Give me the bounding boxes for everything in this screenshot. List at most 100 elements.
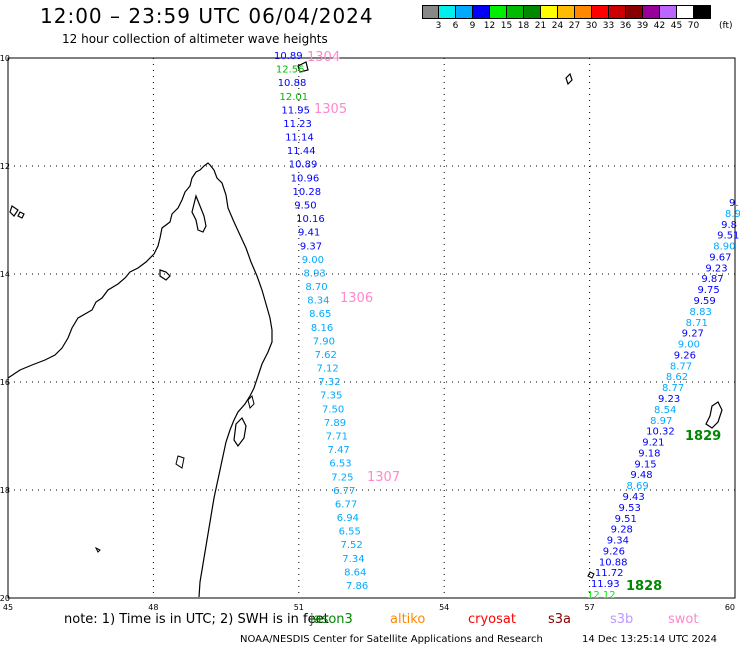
colorbar-label: 33 <box>602 21 615 31</box>
colorbar-label: 18 <box>517 21 530 31</box>
swh-value-label: 7.47 <box>328 445 350 456</box>
swh-value-label: 9.48 <box>630 470 652 481</box>
map-subtitle: 12 hour collection of altimeter wave hei… <box>62 32 328 46</box>
swh-value-label: 12.56 <box>276 65 305 76</box>
swh-value-label: 7.35 <box>320 391 342 402</box>
island-reunion <box>705 401 723 429</box>
swh-value-label: 8.70 <box>305 282 327 293</box>
lat-tick-label: -14 <box>0 270 10 279</box>
colorbar-unit: (ft) <box>719 21 733 31</box>
mission-legend-item: swot <box>668 612 699 627</box>
swh-value-label: 9.51 <box>717 231 739 242</box>
swh-value-label: 7.32 <box>318 377 340 388</box>
colorbar-label: 30 <box>585 21 598 31</box>
swh-value-label: 8.71 <box>686 318 708 329</box>
swh-value-label: 9.27 <box>682 329 704 340</box>
swh-value-label: 9.53 <box>619 503 641 514</box>
swh-value-label: 9.50 <box>294 200 316 211</box>
swh-value-label: 8.83 <box>690 307 712 318</box>
map-frame <box>7 57 736 599</box>
footnote: note: 1) Time is in UTC; 2) SWH is in fe… <box>64 612 329 627</box>
lon-tick-label: 51 <box>294 603 304 612</box>
colorbar-label: 12 <box>483 21 496 31</box>
swh-value-label: 8.93 <box>304 268 326 279</box>
mission-legend-item: s3b <box>610 612 634 627</box>
footer-credit: NOAA/NESDIS Center for Satellite Applica… <box>240 634 543 645</box>
colorbar-swatch <box>558 5 575 19</box>
swh-value-label: 8.16 <box>311 323 333 334</box>
swh-value-label: 8.77 <box>662 383 684 394</box>
swh-value-label: 8.9 <box>725 209 740 220</box>
swh-value-label: 9.18 <box>638 448 660 459</box>
colorbar-swatch <box>541 5 558 19</box>
swh-value-label: 12.01 <box>280 92 309 103</box>
altimeter-track-b: 9.8.99.89.518.909.679.239.879.759.598.83… <box>587 198 740 601</box>
colorbar-label: 27 <box>568 21 581 31</box>
swh-value-label: 7.52 <box>340 540 362 551</box>
lat-tick-label: -18 <box>0 486 10 495</box>
lat-tick-label: -20 <box>0 594 10 603</box>
swh-value-label: 9.26 <box>603 546 625 557</box>
mission-legend-item: s3a <box>548 612 572 627</box>
colorbar-label: 9 <box>469 21 476 31</box>
swh-value-label: 11.23 <box>283 119 312 130</box>
swh-value-label: 7.50 <box>322 404 344 415</box>
footer-date: 14 Dec 13:25:14 UTC 2024 <box>582 634 717 645</box>
swh-value-label: 11.72 <box>595 568 624 579</box>
swh-value-label: 9.23 <box>705 263 727 274</box>
track-time-label: 1306 <box>340 291 373 306</box>
track-time-label: 1307 <box>367 470 400 485</box>
colorbar-swatch <box>677 5 694 19</box>
colorbar-label: 45 <box>670 21 683 31</box>
colorbar-label: 39 <box>636 21 649 31</box>
swh-value-label: 9. <box>729 198 739 209</box>
swh-value-label: 7.71 <box>326 432 348 443</box>
swh-value-label: 9.51 <box>615 514 637 525</box>
swh-value-label: 7.89 <box>324 418 346 429</box>
mission-legend-item: jason3 <box>310 612 353 627</box>
colorbar-swatch <box>626 5 643 19</box>
swh-value-label: 8.54 <box>654 405 676 416</box>
swh-value-label: 11.14 <box>285 133 314 144</box>
colorbar-swatch <box>592 5 609 19</box>
colorbar-label: 3 <box>435 21 442 31</box>
swh-value-label: 10.88 <box>278 78 307 89</box>
swh-value-label: 10.32 <box>646 427 675 438</box>
island-mauritius <box>587 571 595 579</box>
colorbar-labels: 3 6 9 12 15 18 21 24 27 30 33 36 39 42 45 70 <box>422 21 702 31</box>
swh-value-label: 6.77 <box>335 499 357 510</box>
swh-value-label: 11.93 <box>591 579 620 590</box>
colorbar-swatch <box>643 5 660 19</box>
map-grid <box>8 58 735 598</box>
swh-value-label: 9.00 <box>302 255 324 266</box>
swh-value-label: 10.88 <box>599 557 628 568</box>
swh-value-label: 12.12 <box>587 590 616 601</box>
lat-tick-label: -10 <box>0 54 10 63</box>
colorbar-swatch <box>422 5 439 19</box>
swh-value-label: 7.62 <box>315 350 337 361</box>
colorbar-swatch <box>694 5 711 19</box>
track-time-label: 1828 <box>626 579 662 594</box>
lon-tick-label: 48 <box>148 603 158 612</box>
swh-value-label: 9.67 <box>709 252 731 263</box>
swh-value-label: 10.16 <box>296 214 325 225</box>
island-north-tip <box>297 61 309 73</box>
colorbar-swatch <box>660 5 677 19</box>
track-time-label: 1304 <box>307 50 340 65</box>
altimeter-track-a: 10.89 12.56 10.88 12.01 11.95 11.23 11.14 11.44… <box>274 50 400 592</box>
swh-value-label: 7.25 <box>331 472 353 483</box>
island-reef <box>175 455 185 469</box>
swh-value-label: 8.90 <box>713 242 735 253</box>
swh-value-label: 9.8 <box>721 220 737 231</box>
colorbar-label: 42 <box>653 21 666 31</box>
colorbar-label: 21 <box>534 21 547 31</box>
colorbar-swatch <box>473 5 490 19</box>
lon-tick-label: 54 <box>439 603 449 612</box>
swh-value-label: 9.87 <box>701 274 723 285</box>
swh-value-label: 6.53 <box>329 459 351 470</box>
swh-value-label: 8.97 <box>650 416 672 427</box>
lon-tick-label: 45 <box>3 603 13 612</box>
swh-value-label: 9.34 <box>607 536 629 547</box>
